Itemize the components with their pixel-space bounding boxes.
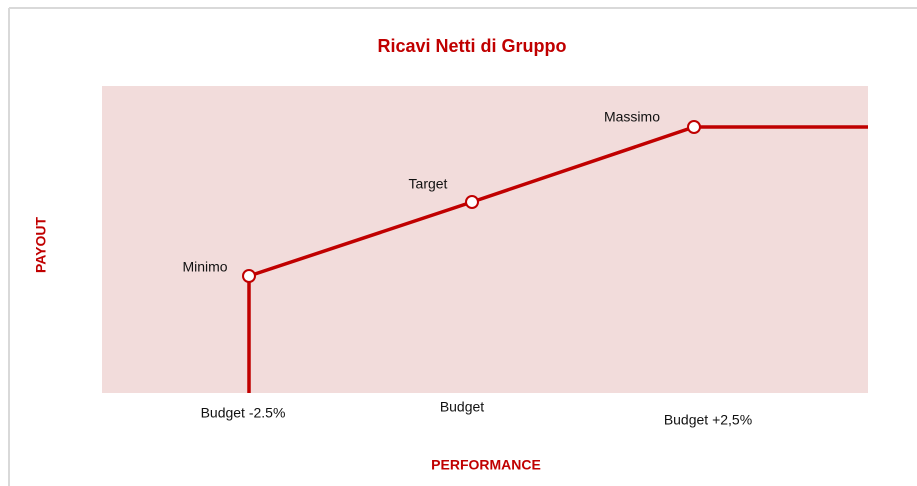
title: Ricavi Netti di Gruppo	[377, 36, 566, 56]
point-label: Target	[409, 176, 448, 192]
point-label: Minimo	[182, 259, 227, 275]
point-marker	[465, 195, 479, 209]
x-label: Budget	[440, 399, 484, 415]
plot-area	[102, 86, 868, 393]
x-label: Budget +2,5%	[664, 412, 752, 428]
y-axis-label: PAYOUT	[33, 217, 49, 273]
point-label: Massimo	[604, 109, 660, 125]
point-marker	[242, 269, 256, 283]
x-label: Budget -2.5%	[201, 405, 286, 421]
x-axis-label: PERFORMANCE	[431, 457, 541, 473]
point-marker	[687, 120, 701, 134]
